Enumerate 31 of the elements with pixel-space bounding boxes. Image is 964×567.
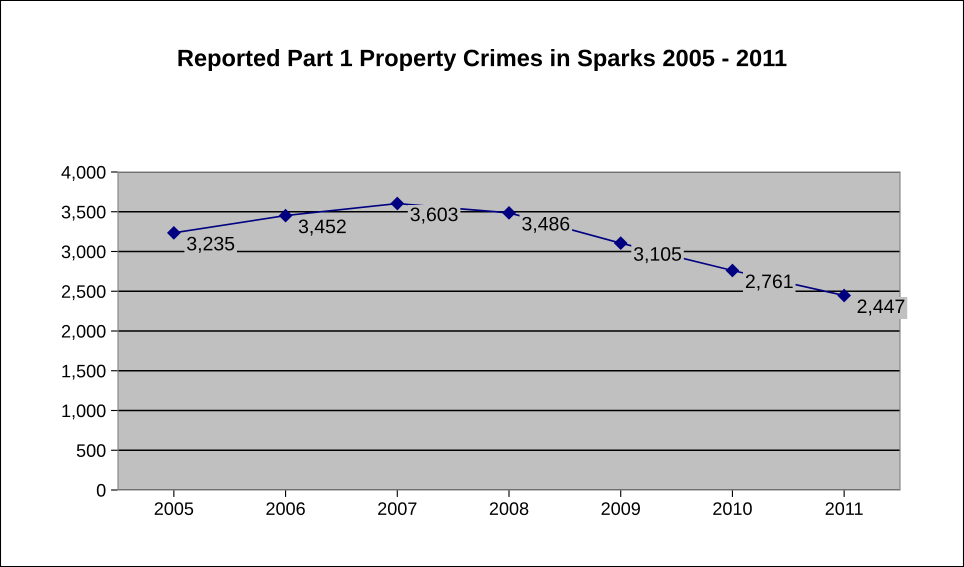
y-tick-label: 3,500 (62, 206, 106, 221)
point (390, 196, 404, 210)
y-tick-label: 3,000 (62, 245, 106, 260)
x-tick-label: 2011 (826, 502, 863, 516)
point (278, 208, 292, 222)
y-tick-label: 0 (96, 484, 106, 497)
x-tick-label: 2007 (378, 502, 416, 516)
y-tick-label: 1,500 (62, 364, 106, 380)
point (614, 236, 628, 250)
point (502, 206, 516, 220)
x-tick-label: 2006 (266, 502, 305, 516)
point (726, 264, 740, 278)
data-label: 2,447 (858, 299, 904, 316)
data-label: 2,761 (746, 274, 793, 291)
x-tick-label: 2009 (602, 502, 640, 516)
y-tick-label: 2,500 (62, 285, 106, 300)
point (167, 226, 180, 240)
data-label: 3,105 (634, 247, 682, 264)
y-tick-label: 500 (76, 444, 106, 457)
data-label: 3,235 (187, 236, 234, 253)
point (838, 288, 851, 302)
data-label: 3,486 (522, 216, 570, 233)
x-tick-label: 2005 (154, 502, 194, 516)
y-tick-label: 4,000 (61, 166, 106, 181)
chart-title: Reported Part 1 Property Crimes in Sparks 2005 - 2011 (178, 48, 786, 72)
y-tick-label: 2,000 (62, 324, 106, 340)
x-tick-label: 2010 (713, 502, 752, 516)
data-label: 3,603 (410, 208, 458, 224)
y-tick-label: 1,000 (62, 404, 106, 420)
x-tick-label: 2008 (490, 502, 528, 516)
data-label: 3,452 (298, 220, 346, 236)
